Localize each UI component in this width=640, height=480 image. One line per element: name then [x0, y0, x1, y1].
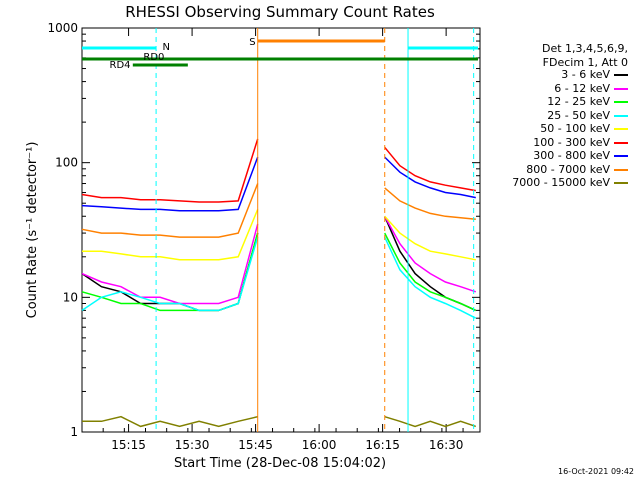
series-5 [81, 138, 476, 203]
legend-item: 100 - 300 keV [533, 136, 628, 149]
y-tick-label: 100 [55, 156, 78, 170]
legend-header-line: Det 1,3,4,5,6,9, [541, 42, 628, 55]
legend-item: 6 - 12 keV [554, 82, 628, 95]
series-line [384, 156, 476, 199]
series-line [384, 415, 477, 428]
legend-item: 25 - 50 keV [547, 109, 628, 122]
x-axis-label: Start Time (28-Dec-08 15:04:02) [174, 456, 386, 471]
legend-item-label: 7000 - 15000 keV [512, 176, 610, 189]
legend-swatch [614, 74, 628, 76]
legend-swatch [614, 155, 628, 157]
y-axis: 1 10 100 1000 [47, 21, 480, 439]
legend-swatch [614, 101, 628, 103]
legend-item-label: 300 - 800 keV [533, 149, 610, 162]
annotation-rd0: RD0 [143, 52, 164, 63]
series-layer [81, 138, 477, 428]
plot-frame [81, 27, 481, 433]
annotation-s: S [249, 37, 255, 48]
y-axis-label: Count Rate (s⁻¹ detector⁻¹) [25, 142, 40, 319]
legend-item-label: 100 - 300 keV [533, 135, 610, 149]
series-line [384, 187, 476, 221]
annotation-n: N [162, 42, 169, 53]
annotation-rd4: RD4 [110, 60, 131, 71]
legend-item-label: 6 - 12 keV [554, 81, 610, 95]
legend-swatch [614, 87, 628, 90]
x-tick-label: 16:15 [365, 438, 400, 452]
legend-item: 50 - 100 keV [540, 122, 628, 135]
series-line [81, 138, 259, 203]
series-line [384, 215, 477, 293]
legend-item: 300 - 800 keV [533, 149, 628, 162]
series-line [384, 146, 476, 192]
x-axis: 15:15 15:30 15:45 16:00 16:15 16:30 [81, 28, 464, 452]
x-tick-label: 15:45 [238, 438, 273, 452]
legend-swatch [614, 128, 628, 130]
series-3 [81, 236, 477, 319]
series-line [81, 183, 259, 238]
legend-item-label: 800 - 7000 keV [526, 162, 610, 176]
x-tick-label: 16:00 [302, 438, 337, 452]
legend-item-label: 3 - 6 keV [561, 68, 610, 81]
legend-header-line: FDecim 1, Att 0 [542, 56, 628, 69]
legend-swatch [614, 168, 628, 171]
legend-item: 12 - 25 keV [547, 95, 628, 108]
legend-swatch [614, 114, 628, 117]
series-line [82, 209, 259, 261]
series-8 [82, 415, 477, 428]
timestamp: 16-Oct-2021 09:42 [558, 467, 634, 476]
x-tick-label: 15:30 [175, 438, 210, 452]
chart-title: RHESSI Observing Summary Count Rates [125, 3, 435, 21]
series-line [81, 223, 259, 305]
series-line [384, 236, 477, 319]
legend-item: 7000 - 15000 keV [512, 176, 628, 189]
series-line [82, 415, 258, 428]
legend-item: 800 - 7000 keV [526, 163, 628, 176]
series-6 [81, 156, 476, 212]
series-line [384, 232, 477, 312]
x-tick-label: 16:30 [429, 438, 464, 452]
legend-swatch [614, 141, 628, 144]
legend-item-label: 25 - 50 keV [547, 108, 610, 122]
y-tick-label: 1 [70, 425, 78, 439]
series-line [81, 236, 259, 312]
series-line [384, 215, 476, 261]
legend-item-label: 50 - 100 keV [540, 122, 610, 135]
y-tick-label: 10 [63, 290, 78, 304]
legend-swatch [614, 182, 628, 184]
legend-item: 3 - 6 keV [561, 68, 628, 81]
y-tick-label: 1000 [47, 21, 78, 35]
series-1 [81, 215, 477, 305]
series-line [81, 156, 259, 212]
legend-item-label: 12 - 25 keV [547, 95, 610, 108]
x-tick-label: 15:15 [111, 438, 146, 452]
series-7 [81, 183, 476, 238]
series-4 [82, 209, 476, 261]
